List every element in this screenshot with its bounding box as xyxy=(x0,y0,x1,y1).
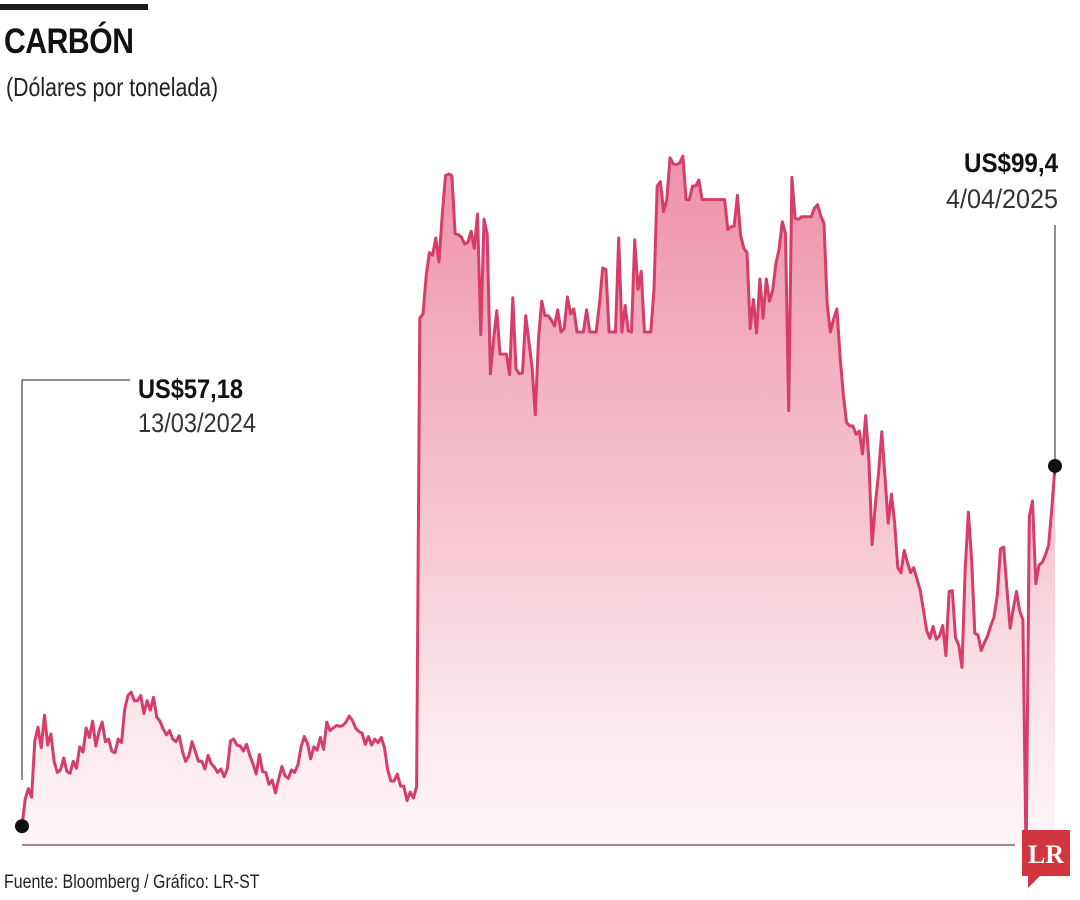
source-credit: Fuente: Bloomberg / Gráfico: LR-ST xyxy=(4,872,260,893)
lr-logo-text: LR xyxy=(1028,840,1064,869)
chart-title: CARBÓN xyxy=(4,22,134,61)
end-value-label: US$99,4 xyxy=(964,148,1058,178)
series-line xyxy=(20,154,1057,861)
start-value-label: US$57,18 xyxy=(138,374,243,404)
start-annotation-leader xyxy=(21,379,130,780)
area-fill xyxy=(22,156,1055,860)
lr-logo: LR xyxy=(1022,830,1070,888)
end-date-label: 4/04/2025 xyxy=(946,184,1058,214)
chart-subtitle: (Dólares por tonelada) xyxy=(6,72,219,102)
header-accent-bar xyxy=(0,4,148,10)
start-point-marker xyxy=(15,819,29,834)
start-date-label: 13/03/2024 xyxy=(138,408,256,438)
end-point-marker xyxy=(1048,458,1062,473)
